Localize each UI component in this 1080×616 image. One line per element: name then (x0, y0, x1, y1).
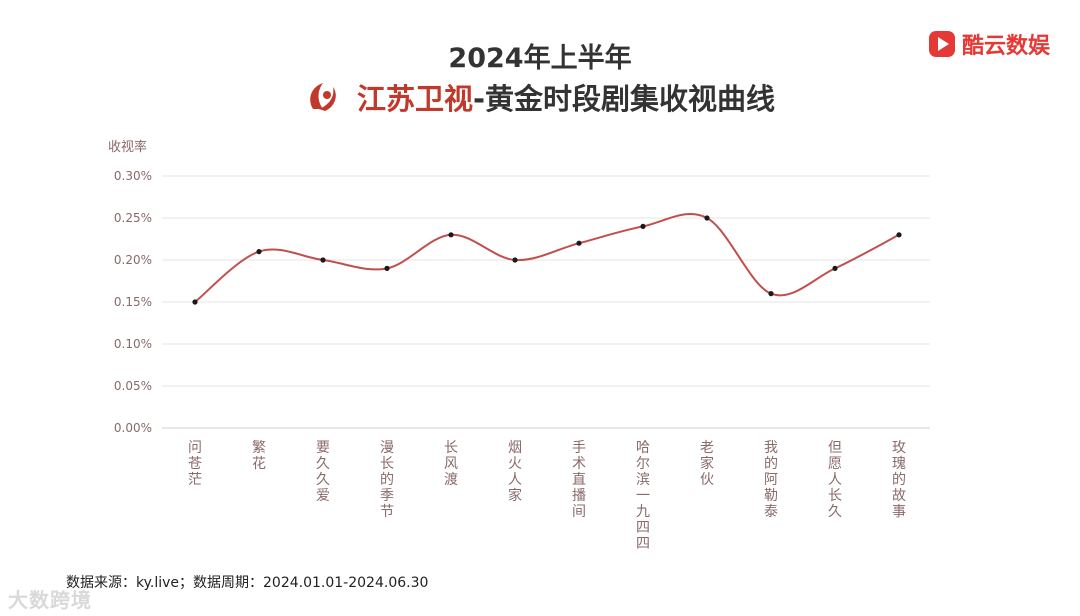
data-point (512, 257, 518, 263)
y-tick-label: 0.05% (114, 379, 152, 393)
data-point (896, 232, 902, 238)
y-tick-label: 0.10% (114, 337, 152, 351)
x-category-label: 老家伙 (700, 440, 714, 488)
channel-name: 江苏卫视 (356, 82, 473, 116)
x-category-label: 长风渡 (444, 440, 458, 488)
data-point (576, 240, 582, 246)
jiangsu-tv-logo-icon (310, 83, 336, 111)
data-point (256, 249, 262, 255)
data-point (832, 265, 838, 271)
y-tick-label: 0.30% (114, 169, 152, 183)
watermark: 大数跨境 (8, 588, 92, 612)
data-point (384, 265, 390, 271)
x-category-label: 手术直播间 (572, 440, 586, 520)
x-category-label: 哈尔滨一九四四 (636, 440, 650, 552)
data-point (704, 215, 710, 221)
x-category-label: 繁花 (252, 440, 266, 472)
data-point (320, 257, 326, 263)
y-tick-label: 0.25% (114, 211, 152, 225)
x-category-label: 玫瑰的故事 (892, 440, 906, 520)
series-line (194, 213, 900, 303)
y-tick-label: 0.20% (114, 253, 152, 267)
x-category-label: 问苍茫 (188, 440, 202, 488)
x-category-label: 但愿人长久 (828, 440, 842, 520)
x-category-label: 要久久爱 (316, 440, 330, 504)
data-point (640, 223, 646, 229)
y-axis-title: 收视率 (108, 139, 147, 155)
data-point (448, 232, 454, 238)
data-point (768, 291, 774, 297)
kuyun-play-icon (928, 31, 955, 57)
x-category-label: 我的阿勒泰 (764, 440, 778, 520)
x-category-label: 烟火人家 (508, 440, 522, 504)
chart-title-line2: 江苏卫视 -黄金时段剧集收视曲线 (0, 76, 1080, 118)
chart-title-rest: -黄金时段剧集收视曲线 (472, 82, 776, 116)
y-tick-label: 0.15% (114, 295, 152, 309)
data-source-note: 数据来源：ky.live；数据周期：2024.01.01-2024.06.30 (66, 575, 429, 591)
brand-name: 酷云数娱 (961, 34, 1050, 59)
data-point (192, 299, 198, 305)
x-category-label: 漫长的季节 (380, 440, 394, 520)
brand-logo: 酷云数娱 (928, 28, 1050, 60)
chart-title-line1: 2024年上半年 (448, 43, 632, 74)
y-tick-label: 0.00% (114, 421, 152, 435)
